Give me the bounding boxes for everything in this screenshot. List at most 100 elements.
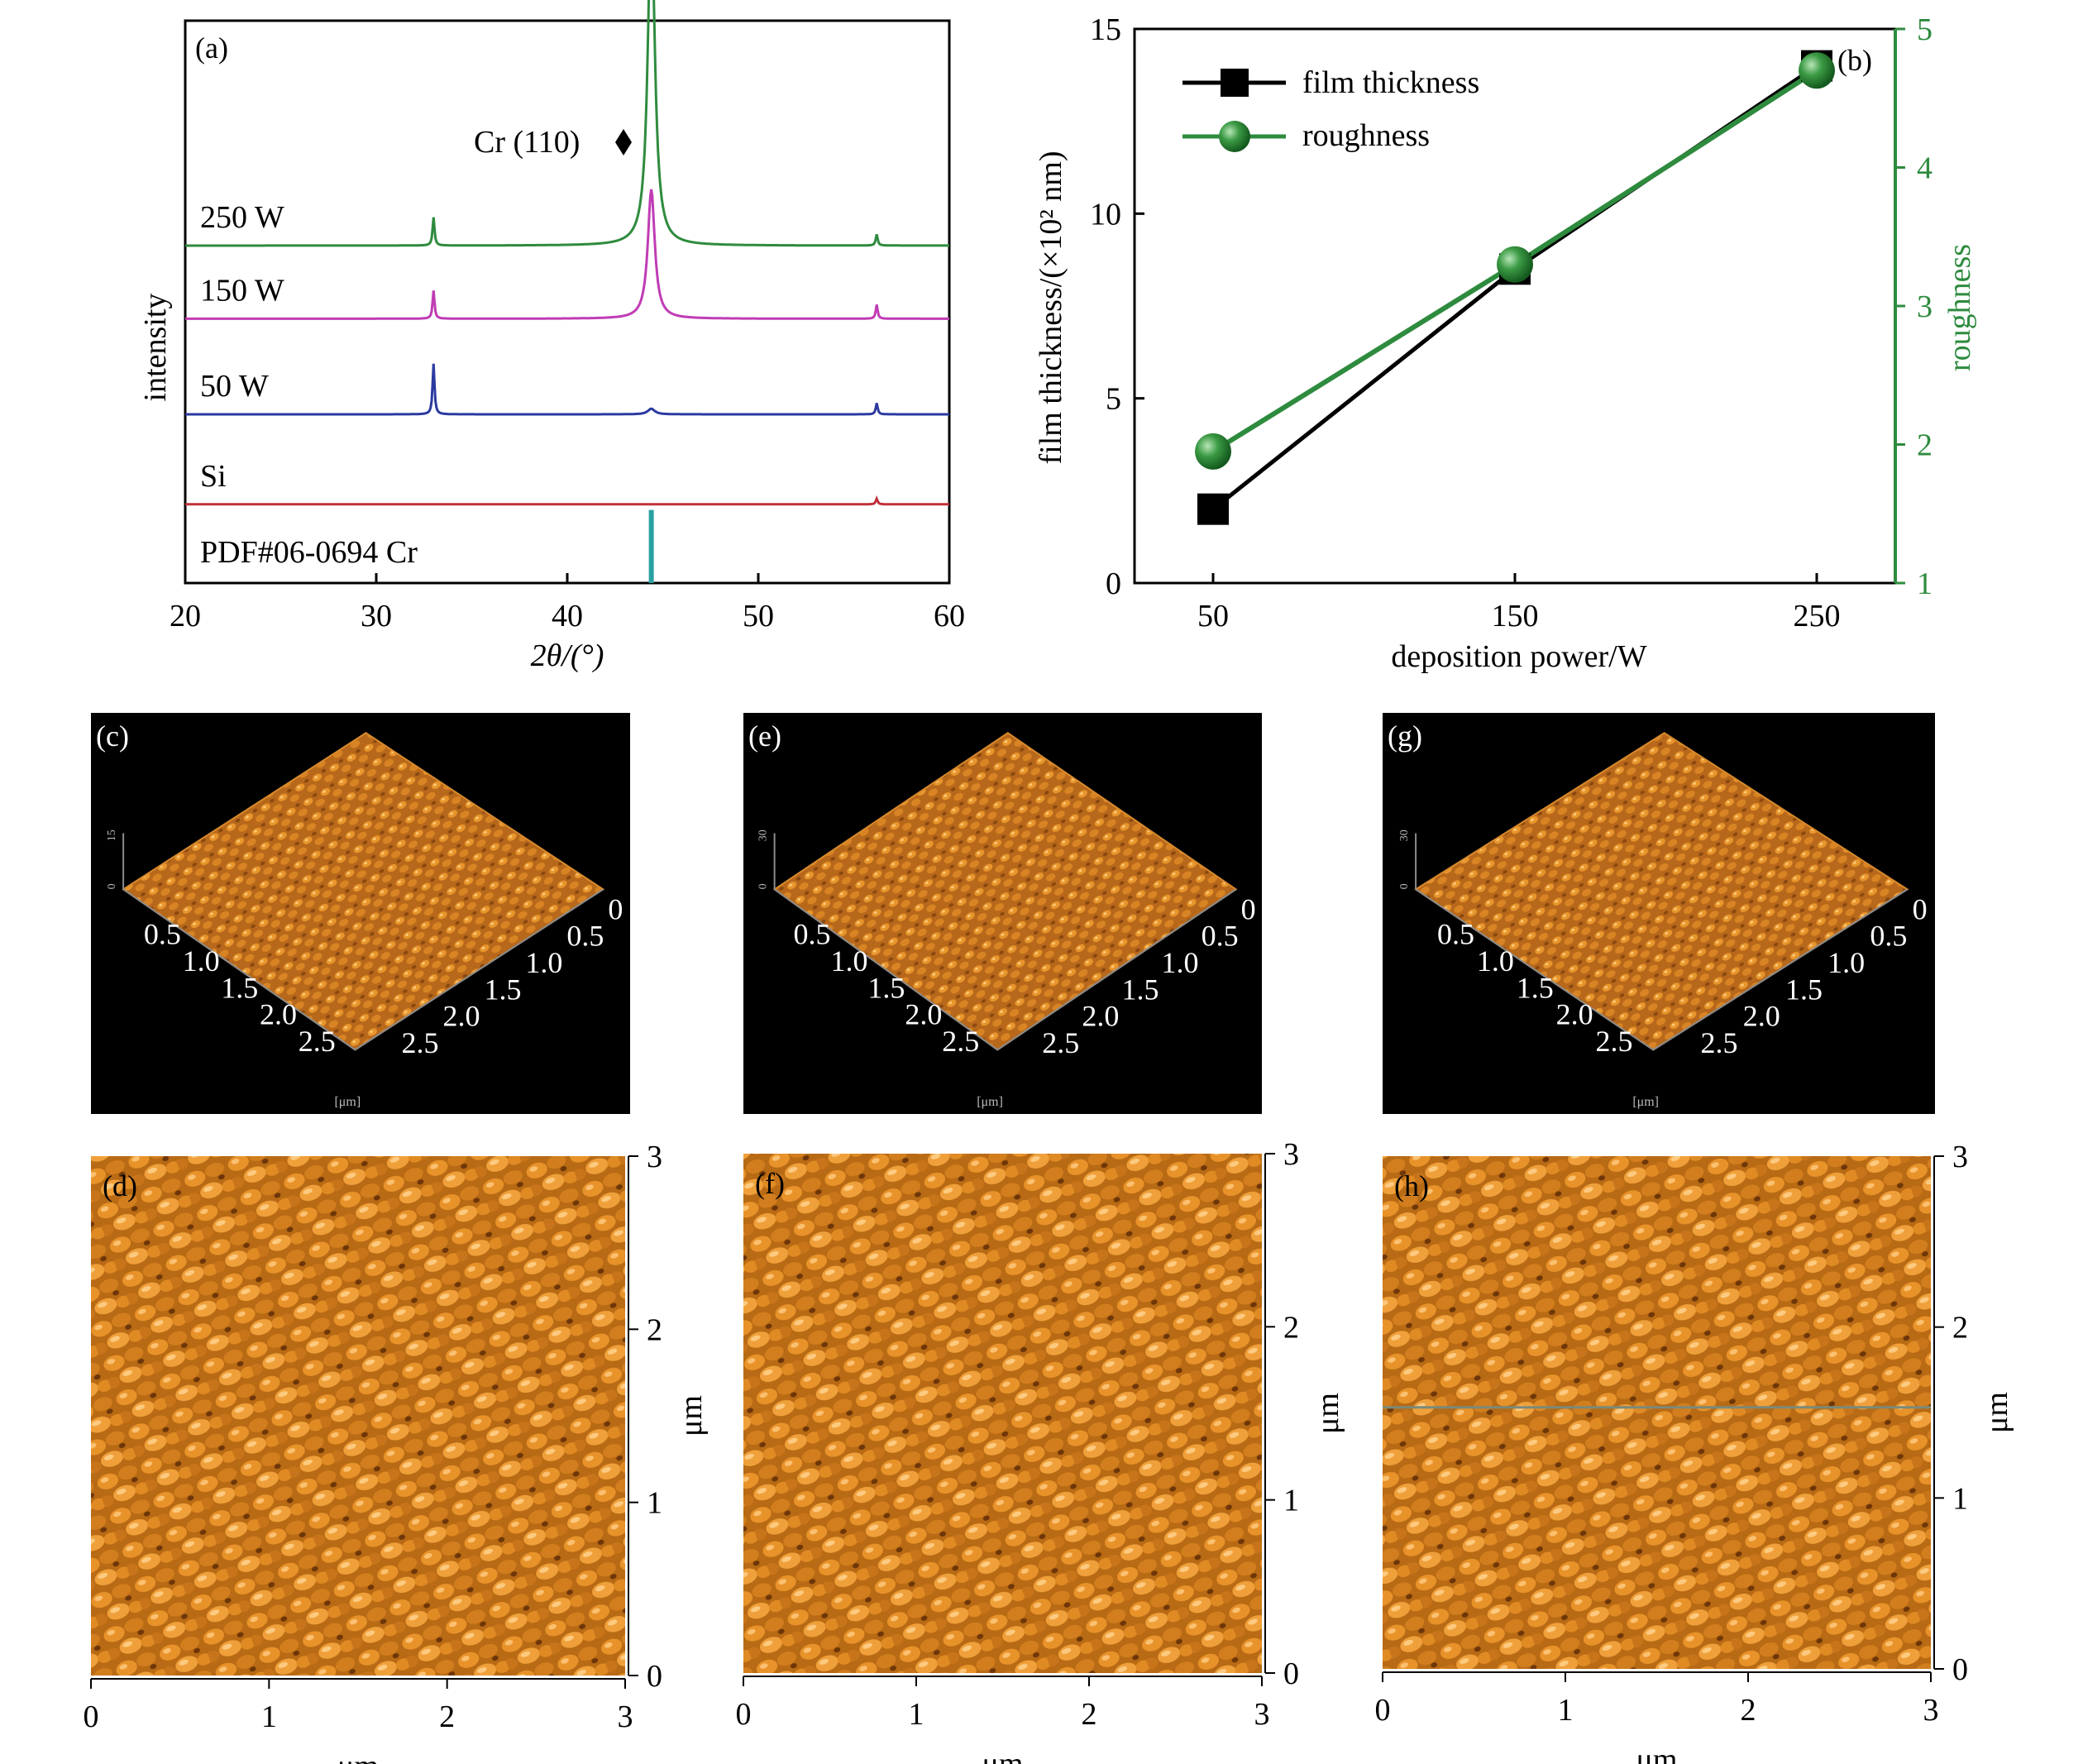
panel-e: 0300.51.01.52.02.500.51.01.52.02.5[μm](e… [743, 713, 1262, 1114]
afm-3d-tick-right: 0.5 [566, 920, 604, 953]
panel-c: 0150.51.01.52.02.500.51.01.52.02.5[μm](c… [91, 713, 630, 1114]
afm-3d-axes [774, 888, 1237, 1051]
afm-2d-x-axis-title: μm [1636, 1742, 1678, 1764]
afm-3d-tick-right: 2.0 [442, 1000, 480, 1033]
legend-label-roughness: roughness [1302, 118, 1430, 153]
afm-2d-x-tick-label: 1 [1558, 1693, 1574, 1728]
afm-3d-tick-right: 0 [1241, 892, 1256, 925]
x-tick-label: 40 [552, 599, 583, 633]
afm-3d-z-tick: 15 [106, 829, 118, 841]
afm-3d-tick-right: 0.5 [1202, 920, 1239, 953]
panel-b-y-ticks: 0 5 10 15 [1090, 12, 1144, 601]
afm-2d-y-tick-label: 0 [1952, 1652, 1968, 1687]
panel-b-x-ticks: 50 150 250 [1197, 573, 1841, 633]
afm-3d-tick-right: 2.5 [401, 1026, 438, 1059]
panel-b-legend: film thickness roughness [1182, 65, 1479, 153]
panel-a-x-axis-title: 2θ/(°) [531, 638, 604, 673]
y-tick-label: 15 [1090, 12, 1121, 47]
afm-2d-y-axis-title: μm [674, 1395, 709, 1437]
afm-3d-axes [1415, 888, 1909, 1051]
panel-b-x-axis-title: deposition power/W [1391, 639, 1646, 674]
xrd-line-si [185, 495, 949, 506]
panel-a-frame [184, 19, 951, 585]
afm-2d-image [1383, 1156, 1931, 1669]
xrd-series-label: 250 W [200, 200, 284, 235]
afm-2d-x-tick-label: 0 [1375, 1693, 1391, 1728]
afm-3d-tick-left: 1.0 [830, 944, 867, 978]
afm-3d-panel-label: (g) [1388, 719, 1422, 753]
afm-3d-tick-right: 1.5 [1121, 973, 1159, 1006]
peak-annotation: Cr (110) [474, 125, 580, 160]
afm-3d-tick-left: 1.5 [867, 971, 905, 1004]
afm-3d-panel-label: (e) [748, 719, 781, 753]
panel-b-label: (b) [1837, 44, 1872, 77]
x-tick-label: 50 [743, 599, 774, 633]
panel-a: 250 W 150 W 50 W Si PDF#06-0694 Cr 20 30 40 50 6… [138, 0, 965, 673]
afm-3d-z-tick: 0 [1398, 883, 1411, 889]
panel-a-y-axis-title: intensity [138, 294, 173, 402]
afm-3d-tick-left: 2.0 [1556, 998, 1593, 1031]
afm-2d-y-tick-label: 0 [1283, 1656, 1299, 1691]
afm-2d-y-tick-label: 1 [647, 1486, 662, 1521]
afm-3d-tick-left: 2.0 [260, 998, 297, 1031]
panel-b-series-group [1195, 50, 1835, 525]
afm-2d-x-tick-label: 3 [1923, 1693, 1939, 1728]
film-thickness-point [1197, 493, 1229, 525]
afm-2d-y-tick-label: 2 [647, 1312, 662, 1347]
afm-2d-x-tick-label: 1 [261, 1699, 277, 1734]
y-tick-label: 0 [1106, 566, 1121, 601]
afm-3d-tick-left: 0.5 [794, 918, 831, 951]
afm-2d-x-tick-label: 0 [84, 1699, 99, 1734]
afm-2d-y-tick-label: 1 [1952, 1481, 1968, 1516]
x-tick-label: 60 [934, 599, 965, 633]
afm-2d-panel-label: (d) [103, 1169, 137, 1202]
afm-2d-y-tick-label: 3 [1952, 1140, 1968, 1174]
afm-2d-x-tick-label: 2 [1082, 1697, 1097, 1732]
x-tick-label: 150 [1492, 599, 1539, 633]
afm-2d-y-tick-label: 1 [1283, 1484, 1299, 1518]
y-tick-label: 10 [1090, 197, 1121, 232]
afm-2d-y-tick-label: 0 [647, 1659, 662, 1694]
x-tick-label: 50 [1197, 599, 1229, 633]
reference-label: PDF#06-0694 Cr [200, 535, 418, 570]
xrd-series-label: 150 W [200, 273, 284, 308]
legend-label-film-thickness: film thickness [1302, 65, 1479, 100]
y2-tick-label: 1 [1917, 566, 1933, 601]
afm-2d-x-axis-title: μm [337, 1749, 379, 1764]
afm-3d-tick-left: 1.0 [183, 944, 220, 978]
y-tick-label: 5 [1106, 382, 1121, 417]
afm-3d-unit-label: [μm] [977, 1095, 1003, 1109]
afm-2d-y-axis-title: μm [1980, 1392, 2014, 1433]
afm-3d-tick-left: 2.5 [942, 1025, 979, 1058]
afm-2d-x-tick-label: 1 [909, 1697, 924, 1732]
afm-2d-image [743, 1154, 1262, 1673]
afm-3d-tick-right: 0.5 [1870, 920, 1907, 953]
legend-sphere-marker [1219, 121, 1250, 152]
y2-tick-label: 4 [1917, 151, 1933, 186]
xrd-line-150-w [185, 189, 949, 320]
roughness-point [1195, 433, 1231, 470]
y2-tick-label: 2 [1917, 428, 1933, 463]
panel-g: 0300.51.01.52.02.500.51.01.52.02.5[μm](g… [1383, 713, 1935, 1114]
afm-3d-tick-right: 1.0 [525, 946, 562, 979]
panel-a-label: (a) [195, 31, 228, 65]
panel-b-y-axis-title: film thickness/(×10² nm) [1034, 151, 1068, 465]
afm-3d-panel-label: (c) [96, 719, 129, 753]
afm-3d-z-tick: 30 [757, 829, 770, 841]
afm-3d-tick-left: 0.5 [144, 918, 181, 951]
afm-2d-image [91, 1156, 625, 1676]
x-tick-label: 250 [1794, 599, 1841, 633]
afm-3d-tick-right: 2.0 [1082, 1000, 1119, 1033]
panel-b-y2-ticks: 1 2 3 4 5 [1895, 12, 1933, 601]
afm-3d-tick-right: 1.5 [484, 973, 521, 1006]
afm-2d-x-tick-label: 0 [736, 1697, 752, 1732]
afm-2d-x-tick-label: 3 [1254, 1697, 1270, 1732]
xrd-series-label: 50 W [200, 369, 269, 404]
afm-2d-y-tick-label: 3 [647, 1140, 662, 1174]
afm-3d-z-tick: 30 [1398, 829, 1411, 841]
x-tick-label: 20 [170, 599, 201, 633]
x-tick-label: 30 [361, 599, 392, 633]
panel-b-y2-axis-title: roughness [1942, 244, 1977, 371]
afm-2d-panel-label: (h) [1394, 1169, 1429, 1202]
